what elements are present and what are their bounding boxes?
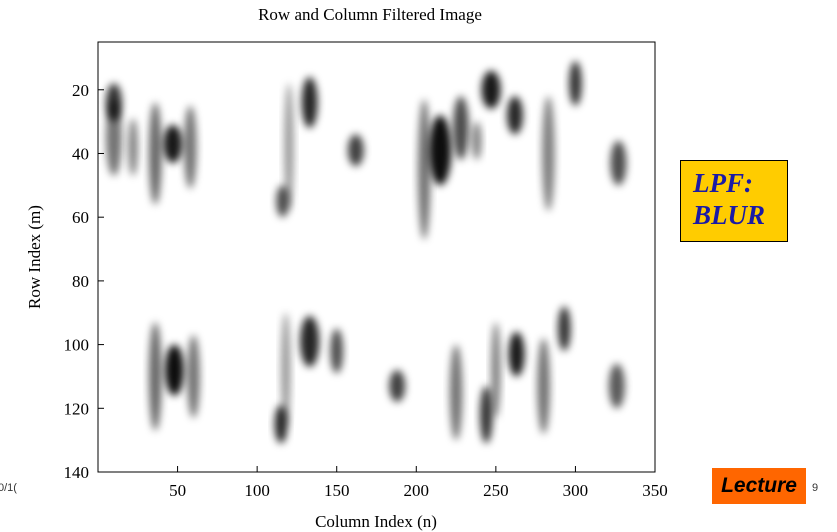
lpf-label: LPF:: [693, 168, 753, 198]
image-blob-3: [148, 102, 162, 205]
x-axis-ticks: 50 100 150 200 250 300 350: [169, 466, 668, 500]
y-tick-label-0: 20: [72, 81, 89, 100]
image-blob-20: [164, 344, 184, 396]
image-blob-10: [417, 99, 431, 240]
image-blob-11: [429, 115, 452, 186]
image-blob-21: [187, 335, 200, 418]
y-tick-label-5: 120: [64, 399, 90, 418]
x-tick-label-5: 300: [563, 481, 589, 500]
image-blob-23: [281, 312, 291, 428]
image-blob-33: [608, 363, 625, 409]
image-blob-4: [163, 124, 183, 164]
footer-page-number: 9: [812, 482, 819, 494]
x-tick-label-6: 350: [642, 481, 668, 500]
image-blob-12: [452, 96, 469, 160]
x-tick-label-3: 200: [404, 481, 430, 500]
image-blob-7: [284, 83, 294, 211]
image-blob-19: [148, 322, 162, 431]
image-blob-1: [105, 99, 122, 176]
image-blob-27: [449, 344, 463, 441]
image-blob-26: [389, 370, 406, 402]
image-blob-25: [330, 328, 344, 374]
image-blob-16: [542, 96, 555, 211]
footer-date-fragment: 0/1(: [0, 482, 17, 494]
image-blob-18: [610, 140, 627, 186]
image-blob-8: [301, 77, 318, 128]
plot-background: [98, 42, 655, 472]
image-blob-9: [347, 134, 364, 167]
x-axis-label: Column Index (n): [315, 512, 437, 531]
x-tick-label-4: 250: [483, 481, 509, 500]
image-blob-13: [471, 121, 482, 160]
image-blob-2: [128, 118, 138, 176]
x-tick-label-1: 100: [244, 481, 270, 500]
image-blobs: [105, 61, 627, 444]
y-tick-label-4: 100: [64, 336, 90, 355]
x-tick-label-0: 50: [169, 481, 186, 500]
blur-label: BLUR: [693, 200, 766, 230]
lecture-badge: Lecture: [712, 468, 806, 504]
y-tick-label-2: 60: [72, 208, 89, 227]
image-blob-24: [300, 315, 320, 367]
image-blob-5: [183, 105, 197, 189]
y-axis-label: Row Index (m): [25, 205, 44, 309]
image-blob-30: [508, 331, 525, 377]
image-blob-17: [569, 61, 582, 106]
image-blob-32: [557, 306, 571, 351]
chart-title: Row and Column Filtered Image: [258, 5, 482, 24]
plot-frame: [97, 41, 656, 473]
y-tick-label-6: 140: [64, 463, 90, 482]
y-tick-label-3: 80: [72, 272, 89, 291]
image-blob-15: [506, 96, 523, 135]
image-blob-28: [479, 386, 493, 444]
x-tick-label-2: 150: [324, 481, 350, 500]
lpf-blur-callout: LPF: BLUR: [680, 160, 788, 242]
image-blob-31: [537, 338, 550, 434]
image-blob-14: [481, 70, 501, 109]
image-blob-29: [491, 322, 501, 418]
y-tick-label-1: 40: [72, 144, 89, 163]
y-axis-ticks: 20 40 60 80 100 120 140: [64, 81, 104, 482]
